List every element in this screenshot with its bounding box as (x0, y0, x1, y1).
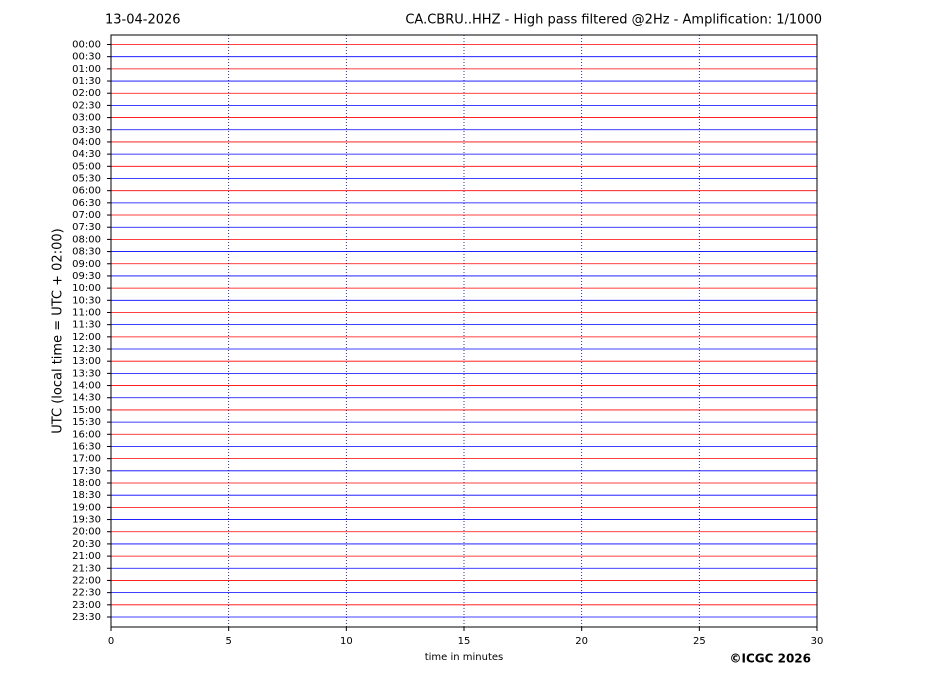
y-tick-label: 10:30 (72, 295, 101, 306)
y-tick-label: 04:00 (72, 137, 101, 148)
y-tick-label: 06:00 (72, 186, 101, 197)
y-tick-label: 19:30 (72, 515, 101, 526)
plot-frame (110, 34, 818, 628)
x-tick-label: 25 (693, 636, 706, 647)
y-tick-label: 05:00 (72, 161, 101, 172)
x-axis-label: time in minutes (425, 652, 504, 663)
x-tick-label: 10 (340, 636, 353, 647)
chart-title: CA.CBRU..HHZ - High pass filtered @2Hz -… (405, 13, 822, 28)
y-tick-label: 12:00 (72, 332, 101, 343)
y-tick-label: 09:00 (72, 259, 101, 270)
y-tick-label: 15:30 (72, 417, 101, 428)
y-tick-label: 17:30 (72, 466, 101, 477)
date-label: 13-04-2026 (105, 13, 181, 28)
x-tick-label: 0 (108, 636, 114, 647)
x-tick-label: 15 (458, 636, 471, 647)
y-tick-label: 02:00 (72, 88, 101, 99)
y-tick-label: 07:30 (72, 222, 101, 233)
y-tick-label: 14:30 (72, 393, 101, 404)
y-tick-label: 06:30 (72, 198, 101, 209)
x-tick-label: 30 (811, 636, 824, 647)
y-tick-label: 21:30 (72, 563, 101, 574)
y-tick-label: 22:00 (72, 575, 101, 586)
y-tick-label: 22:30 (72, 588, 101, 599)
y-tick-label: 16:30 (72, 441, 101, 452)
y-tick-label: 02:30 (72, 100, 101, 111)
y-tick-label: 11:00 (72, 307, 101, 318)
y-axis-label: UTC (local time = UTC + 02:00) (51, 228, 66, 433)
y-tick-label: 08:30 (72, 247, 101, 258)
y-tick-label: 00:00 (72, 40, 101, 51)
y-tick-label: 01:30 (72, 76, 101, 87)
y-tick-label: 20:30 (72, 539, 101, 550)
y-tick-label: 17:00 (72, 454, 101, 465)
copyright: ©ICGC 2026 (729, 652, 811, 666)
y-tick-label: 20:00 (72, 527, 101, 538)
y-tick-label: 10:00 (72, 283, 101, 294)
x-tick-label: 20 (575, 636, 588, 647)
y-tick-label: 00:30 (72, 52, 101, 63)
y-tick-label: 11:30 (72, 320, 101, 331)
y-tick-label: 12:30 (72, 344, 101, 355)
y-tick-label: 03:00 (72, 113, 101, 124)
y-tick-label: 01:00 (72, 64, 101, 75)
y-tick-label: 15:00 (72, 405, 101, 416)
y-tick-label: 08:00 (72, 234, 101, 245)
y-tick-label: 23:00 (72, 600, 101, 611)
y-tick-label: 09:30 (72, 271, 101, 282)
x-tick-label: 5 (225, 636, 231, 647)
y-tick-label: 13:30 (72, 368, 101, 379)
y-tick-label: 19:00 (72, 502, 101, 513)
y-tick-label: 07:00 (72, 210, 101, 221)
y-tick-label: 13:00 (72, 356, 101, 367)
y-tick-label: 18:30 (72, 490, 101, 501)
y-tick-label: 21:00 (72, 551, 101, 562)
y-tick-label: 04:30 (72, 149, 101, 160)
y-tick-label: 14:00 (72, 381, 101, 392)
y-tick-label: 16:00 (72, 429, 101, 440)
y-tick-label: 05:30 (72, 173, 101, 184)
y-tick-label: 03:30 (72, 125, 101, 136)
y-tick-label: 23:30 (72, 612, 101, 623)
y-tick-label: 18:00 (72, 478, 101, 489)
